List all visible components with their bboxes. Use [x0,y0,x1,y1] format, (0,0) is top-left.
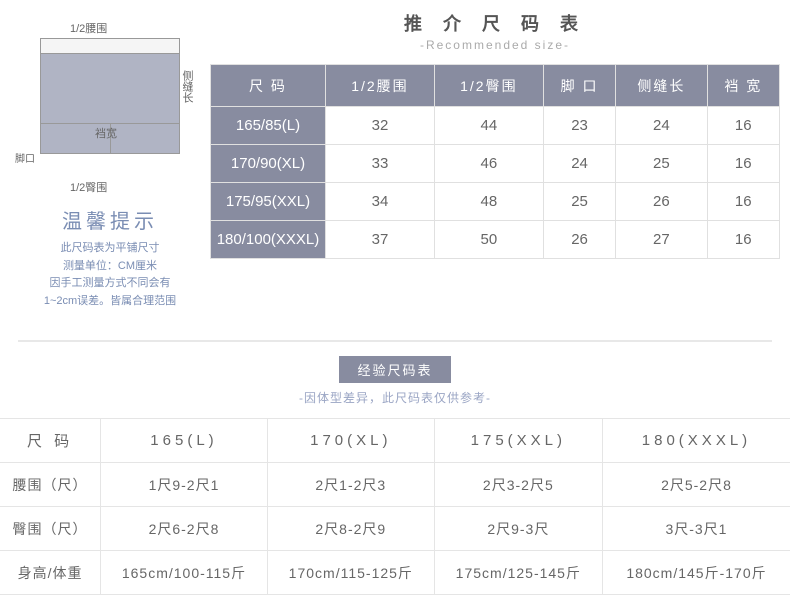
diagram-label-leg: 脚口 [15,150,35,165]
table-row: 175/95(XXL)3448252616 [211,183,780,221]
section1-subtitle: -Recommended size- [210,38,780,52]
leg-right [110,124,180,154]
right-column: 推 介 尺 码 表 -Recommended size- 尺 码1/2腰围1/2… [210,0,790,320]
diagram-label-crotch: 裆宽 [95,125,117,141]
tips-block: 温馨提示 此尺码表为平铺尺寸 测量单位：CM厘米 因手工测量方式不同会有 1~2… [20,205,200,310]
table-cell: 23 [543,107,615,145]
table-cell: 臀围（尺） [0,507,101,551]
table-cell: 165/85(L) [211,107,326,145]
table-cell: 身高/体重 [0,551,101,595]
diagram-label-side: 侧缝长 [179,70,195,103]
table-cell: 33 [326,145,435,183]
tips-line3: 因手工测量方式不同会有 [20,275,200,293]
section1-title: 推 介 尺 码 表 [210,10,780,36]
table-cell: 24 [616,107,707,145]
table-cell: 16 [707,183,779,221]
table-cell: 1尺9-2尺1 [101,463,268,507]
table-cell: 24 [543,145,615,183]
section2-badge: 经验尺码表 [339,356,450,383]
table1-header-cell: 侧缝长 [616,65,707,107]
table-cell: 16 [707,145,779,183]
top-section: 1/2腰围 侧缝长 裆宽 脚口 1/2臀围 温馨提示 此尺码表为平铺尺寸 测量单… [0,0,790,320]
table-row: 腰围（尺）1尺9-2尺12尺1-2尺32尺3-2尺52尺5-2尺8 [0,463,790,507]
tips-line2: 测量单位：CM厘米 [20,258,200,276]
table-cell: 3尺-3尺1 [602,507,790,551]
table-cell: 2尺8-2尺9 [267,507,434,551]
diagram-label-hip: 1/2臀围 [70,179,107,195]
table1-header-cell: 1/2腰围 [326,65,435,107]
table-cell: 32 [326,107,435,145]
table1-header-cell: 1/2臀围 [434,65,543,107]
table2-header-row: 尺 码165(L)170(XL)175(XXL)180(XXXL) [0,419,790,463]
tips-line1: 此尺码表为平铺尺寸 [20,240,200,258]
section2-subtitle: -因体型差异，此尺码表仅供参考- [0,389,790,406]
table-cell: 2尺1-2尺3 [267,463,434,507]
tips-title: 温馨提示 [20,205,200,234]
table-cell: 175/95(XXL) [211,183,326,221]
size-diagram: 1/2腰围 侧缝长 裆宽 脚口 1/2臀围 [20,20,190,180]
section2-header: 经验尺码表 -因体型差异，此尺码表仅供参考- [0,356,790,418]
table-cell: 2尺3-2尺5 [434,463,602,507]
table2-header-cell: 180(XXXL) [602,419,790,463]
table1-body: 165/85(L)3244232416170/90(XL)33462425161… [211,107,780,259]
table1-header-cell: 尺 码 [211,65,326,107]
table1-header-row: 尺 码1/2腰围1/2臀围脚 口侧缝长裆 宽 [211,65,780,107]
tips-line4: 1~2cm误差。皆属合理范围 [20,293,200,311]
table1-header-cell: 脚 口 [543,65,615,107]
table-cell: 2尺6-2尺8 [101,507,268,551]
page-container: 1/2腰围 侧缝长 裆宽 脚口 1/2臀围 温馨提示 此尺码表为平铺尺寸 测量单… [0,0,790,595]
left-column: 1/2腰围 侧缝长 裆宽 脚口 1/2臀围 温馨提示 此尺码表为平铺尺寸 测量单… [0,0,210,320]
table-cell: 170cm/115-125斤 [267,551,434,595]
table-cell: 腰围（尺） [0,463,101,507]
table-row: 身高/体重165cm/100-115斤170cm/115-125斤175cm/1… [0,551,790,595]
experience-size-table: 尺 码165(L)170(XL)175(XXL)180(XXXL) 腰围（尺）1… [0,418,790,595]
table-cell: 25 [616,145,707,183]
divider [18,340,772,342]
table-cell: 16 [707,107,779,145]
diagram-label-waist: 1/2腰围 [70,20,107,36]
table-cell: 44 [434,107,543,145]
table-cell: 27 [616,221,707,259]
table-cell: 16 [707,221,779,259]
table2-header-cell: 170(XL) [267,419,434,463]
table-row: 180/100(XXXL)3750262716 [211,221,780,259]
table-row: 165/85(L)3244232416 [211,107,780,145]
table2-header-cell: 165(L) [101,419,268,463]
table-cell: 2尺9-3尺 [434,507,602,551]
waistband [40,38,180,54]
table-cell: 2尺5-2尺8 [602,463,790,507]
table-cell: 46 [434,145,543,183]
table-row: 臀围（尺）2尺6-2尺82尺8-2尺92尺9-3尺3尺-3尺1 [0,507,790,551]
table2-header-cell: 175(XXL) [434,419,602,463]
table-cell: 165cm/100-115斤 [101,551,268,595]
table-cell: 180cm/145斤-170斤 [602,551,790,595]
table1-header-cell: 裆 宽 [707,65,779,107]
table-cell: 170/90(XL) [211,145,326,183]
table-cell: 25 [543,183,615,221]
table-cell: 26 [543,221,615,259]
table2-body: 腰围（尺）1尺9-2尺12尺1-2尺32尺3-2尺52尺5-2尺8臀围（尺）2尺… [0,463,790,595]
table-row: 170/90(XL)3346242516 [211,145,780,183]
table-cell: 37 [326,221,435,259]
body-shape [40,54,180,124]
table2-header-cell: 尺 码 [0,419,101,463]
recommended-size-table: 尺 码1/2腰围1/2臀围脚 口侧缝长裆 宽 165/85(L)32442324… [210,64,780,259]
table-cell: 175cm/125-145斤 [434,551,602,595]
table-cell: 50 [434,221,543,259]
table-cell: 34 [326,183,435,221]
table-cell: 26 [616,183,707,221]
table-cell: 48 [434,183,543,221]
table-cell: 180/100(XXXL) [211,221,326,259]
